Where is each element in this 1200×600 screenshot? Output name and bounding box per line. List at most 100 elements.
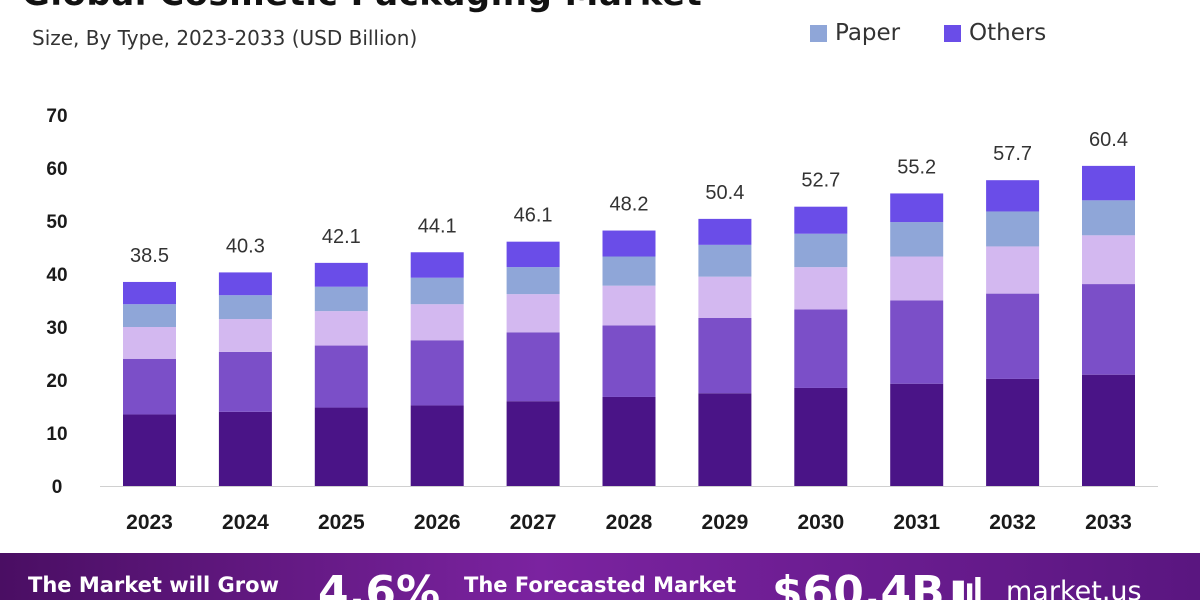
legend-label-others: Others xyxy=(969,20,1047,46)
bar-total-label-2026: 44.1 xyxy=(418,215,457,237)
bar-total-label-2033: 60.4 xyxy=(1089,129,1128,151)
bar-segment-2027-0 xyxy=(506,401,560,486)
x-tick-label-2024: 2024 xyxy=(222,511,269,534)
bar-segment-2031-3 xyxy=(890,222,944,257)
bar-segment-2023-3 xyxy=(123,304,176,327)
y-tick-label-3: 30 xyxy=(46,318,67,339)
bar-segment-2033-2 xyxy=(1082,235,1135,285)
bar-segment-2027-3 xyxy=(506,267,560,295)
bar-segment-2026-0 xyxy=(410,405,464,486)
bar-segment-2024-3 xyxy=(218,295,272,320)
bar-segment-2023-1 xyxy=(123,358,176,415)
y-tick-label-6: 60 xyxy=(46,159,67,180)
bar-segment-2026-2 xyxy=(410,304,464,341)
y-tick-label-2: 20 xyxy=(46,371,67,392)
y-tick-label-4: 40 xyxy=(46,265,67,286)
y-tick-label-5: 50 xyxy=(46,212,67,233)
bar-segment-2029-4 xyxy=(698,218,752,245)
x-tick-label-2033: 2033 xyxy=(1085,511,1132,534)
bar-segment-2028-0 xyxy=(602,396,656,486)
bar-segment-2030-3 xyxy=(794,233,848,268)
bar-segment-2025-2 xyxy=(314,311,368,346)
bar-segment-2025-0 xyxy=(314,407,368,486)
bar-segment-2030-0 xyxy=(794,387,848,486)
x-tick-label-2029: 2029 xyxy=(702,511,749,534)
bar-total-label-2028: 48.2 xyxy=(610,194,649,216)
bar-segment-2028-4 xyxy=(602,230,656,257)
bar-segment-2031-4 xyxy=(890,193,944,223)
bar-segment-2028-3 xyxy=(602,256,656,286)
x-tick-label-2032: 2032 xyxy=(989,511,1036,534)
x-tick-label-2030: 2030 xyxy=(797,511,844,534)
bar-segment-2033-1 xyxy=(1082,284,1135,375)
bar-segment-2024-4 xyxy=(218,272,272,296)
bar-segment-2026-1 xyxy=(410,340,464,406)
banner-forecast-text: The Forecasted Market xyxy=(464,573,737,597)
banner-logo-text: market.us xyxy=(1006,576,1142,600)
banner-forecast-value: $60.4B xyxy=(772,567,945,600)
bar-segment-2024-0 xyxy=(218,411,272,486)
bar-segment-2024-2 xyxy=(218,319,272,352)
legend-swatch-others xyxy=(944,24,961,42)
bar-segment-2032-0 xyxy=(986,378,1040,486)
bar-segment-2032-3 xyxy=(986,211,1040,247)
x-tick-label-2023: 2023 xyxy=(126,511,173,534)
bar-segment-2027-2 xyxy=(506,294,560,333)
bar-segment-2028-1 xyxy=(602,325,656,397)
bar-total-label-2027: 46.1 xyxy=(514,205,553,227)
bar-segment-2030-4 xyxy=(794,206,848,234)
bar-segment-2029-3 xyxy=(698,244,752,277)
bar-total-label-2025: 42.1 xyxy=(322,226,361,248)
bar-segment-2027-1 xyxy=(506,332,560,402)
y-tick-label-1: 10 xyxy=(46,424,67,445)
bar-segment-2023-4 xyxy=(123,281,176,305)
x-tick-label-2027: 2027 xyxy=(510,511,557,534)
y-tick-label-0: 0 xyxy=(52,477,63,498)
bar-segment-2023-0 xyxy=(123,414,176,486)
x-tick-label-2031: 2031 xyxy=(893,511,940,534)
x-tick-label-2028: 2028 xyxy=(606,511,653,534)
x-tick-label-2025: 2025 xyxy=(318,511,365,534)
bar-total-label-2023: 38.5 xyxy=(130,245,169,267)
bar-segment-2026-4 xyxy=(410,252,464,278)
bar-segment-2031-2 xyxy=(890,256,944,301)
bar-segment-2031-1 xyxy=(890,300,944,384)
bar-segment-2026-3 xyxy=(410,277,464,305)
bar-segment-2023-2 xyxy=(123,327,176,359)
bar-segment-2032-2 xyxy=(986,246,1040,294)
stacked-bar-chart: 01020304050607038.5202340.3202442.120254… xyxy=(46,106,1158,534)
bar-segment-2032-1 xyxy=(986,293,1040,379)
y-tick-label-7: 70 xyxy=(46,106,67,127)
bar-segment-2033-3 xyxy=(1082,200,1135,236)
legend-item-paper: Paper xyxy=(810,20,900,46)
bar-total-label-2029: 50.4 xyxy=(705,182,744,204)
bar-segment-2029-0 xyxy=(698,393,752,486)
bar-segment-2025-4 xyxy=(314,262,368,287)
bar-segment-2029-1 xyxy=(698,317,752,394)
bar-segment-2024-1 xyxy=(218,351,272,412)
bar-segment-2031-0 xyxy=(890,383,944,486)
legend-item-others: Others xyxy=(944,20,1046,46)
bar-segment-2025-1 xyxy=(314,345,368,408)
banner-grow-text: The Market will Grow xyxy=(28,573,279,597)
bar-segment-2030-1 xyxy=(794,309,848,388)
bar-segment-2033-4 xyxy=(1082,165,1135,201)
market-us-logo-icon: ▮ıl xyxy=(950,573,983,600)
bar-segment-2029-2 xyxy=(698,276,752,318)
summary-banner: The Market will Grow 4.6% The Forecasted… xyxy=(0,553,1200,600)
bar-segment-2025-3 xyxy=(314,286,368,312)
bar-total-label-2031: 55.2 xyxy=(897,156,936,178)
legend-swatch-paper xyxy=(810,24,827,42)
chart-title: Global Cosmetic Packaging Market xyxy=(22,0,702,14)
chart-subtitle: Size, By Type, 2023-2033 (USD Billion) xyxy=(32,26,418,50)
bar-segment-2032-4 xyxy=(986,180,1040,212)
bar-segment-2033-0 xyxy=(1082,374,1135,486)
bar-segment-2030-2 xyxy=(794,267,848,310)
x-tick-label-2026: 2026 xyxy=(414,511,461,534)
bar-total-label-2032: 57.7 xyxy=(993,143,1032,165)
legend-label-paper: Paper xyxy=(835,20,901,46)
banner-cagr: 4.6% xyxy=(318,567,441,600)
bar-segment-2028-2 xyxy=(602,285,656,326)
bar-segment-2027-4 xyxy=(506,241,560,268)
bar-total-label-2030: 52.7 xyxy=(801,170,840,192)
